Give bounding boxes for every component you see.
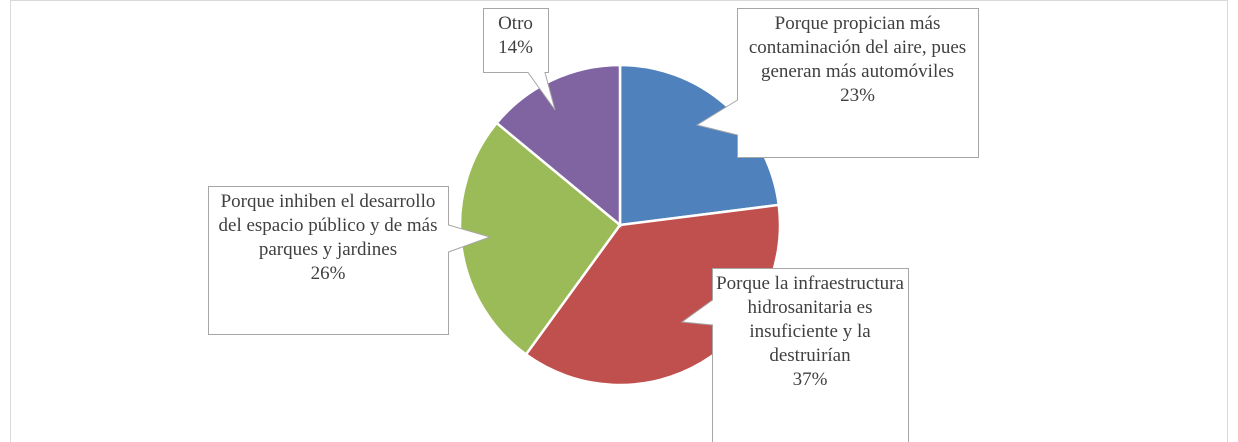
pie-slice xyxy=(618,63,781,227)
value-label: 14% xyxy=(498,37,533,58)
category-label: Porque propician más contaminación del a… xyxy=(748,13,967,82)
category-label: Porque inhiben el desarrollo del espacio… xyxy=(218,191,438,260)
callout-box xyxy=(483,8,556,111)
data-label: Porque inhiben el desarrollo del espacio… xyxy=(212,190,444,286)
pie-slice xyxy=(494,63,622,228)
callout-box xyxy=(680,268,909,442)
data-label: Porque propician más contaminación del a… xyxy=(741,12,974,108)
callout-box xyxy=(695,8,979,158)
value-label: 23% xyxy=(840,85,875,106)
category-label: Porque la infraestructura hidrosanitaria… xyxy=(716,273,904,366)
category-label: Otro xyxy=(498,13,533,34)
data-label: Otro 14% xyxy=(487,12,544,60)
data-label: Porque la infraestructura hidrosanitaria… xyxy=(716,272,904,392)
value-label: 26% xyxy=(310,263,346,284)
callout-box xyxy=(208,186,492,335)
value-label: 37% xyxy=(792,369,828,390)
